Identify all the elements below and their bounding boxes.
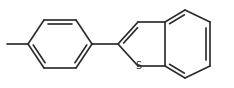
Text: S: S (135, 61, 141, 71)
